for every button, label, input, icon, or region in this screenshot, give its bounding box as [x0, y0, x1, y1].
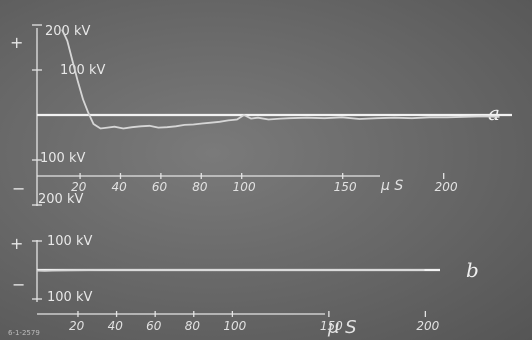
corner-tag: 6-1-2579 — [8, 329, 40, 337]
panel-b-minus-sign: − — [12, 275, 25, 294]
panel-b: + − 100 kV 100 kV μ S b 20 40 60 80 100 150 20… — [10, 234, 479, 338]
panel-a-curve-label: a — [488, 101, 500, 125]
panel-a-xtick-label: 200 — [435, 180, 458, 194]
panel-a-xtick-label: 60 — [152, 180, 168, 194]
panel-a-plus-sign: + — [10, 33, 23, 52]
panel-b-xtick-label: 150 — [320, 319, 343, 333]
panel-a-ytick-label: 200 kV — [45, 24, 90, 39]
panel-b-x-unit: μ S — [327, 317, 357, 338]
panel-a-trace — [61, 29, 500, 130]
panel-b-xtick-label: 20 — [69, 319, 85, 333]
panel-b-xtick-label: 60 — [146, 319, 162, 333]
panel-b-ytick-label: 100 kV — [47, 290, 92, 305]
panel-b-ytick-label: 100 kV — [47, 234, 92, 249]
panel-a-xtick-label: 20 — [71, 180, 87, 194]
panel-b-xtick-label: 100 — [223, 319, 246, 333]
panel-a-ytick-label: 100 kV — [60, 63, 105, 78]
panel-a-ytick-label: 200 kV — [38, 192, 83, 207]
panel-b-xtick-label: 200 — [416, 319, 439, 333]
panel-a-yticks — [32, 24, 42, 206]
panel-b-plus-sign: + — [10, 234, 23, 253]
panel-b-curve-label: b — [466, 258, 479, 282]
panel-a-xticks: 20 40 60 80 100 150 200 — [71, 173, 458, 194]
panel-b-trace — [36, 269, 425, 272]
panel-a-xtick-label: 150 — [334, 180, 357, 194]
panel-a-minus-sign: − — [12, 179, 25, 198]
panel-b-xtick-label: 40 — [108, 319, 124, 333]
panel-a-x-unit: μ S — [380, 178, 403, 194]
panel-a: + − 200 kV 100 kV 100 kV 200 kV μ S a 20… — [10, 24, 512, 207]
panel-a-xtick-label: 80 — [192, 180, 208, 194]
panel-a-xtick-label: 100 — [233, 180, 256, 194]
panel-a-xtick-label: 40 — [111, 180, 127, 194]
panel-b-xtick-label: 80 — [185, 319, 201, 333]
panel-a-ytick-label: 100 kV — [40, 151, 85, 166]
panel-b-yticks — [32, 240, 42, 300]
